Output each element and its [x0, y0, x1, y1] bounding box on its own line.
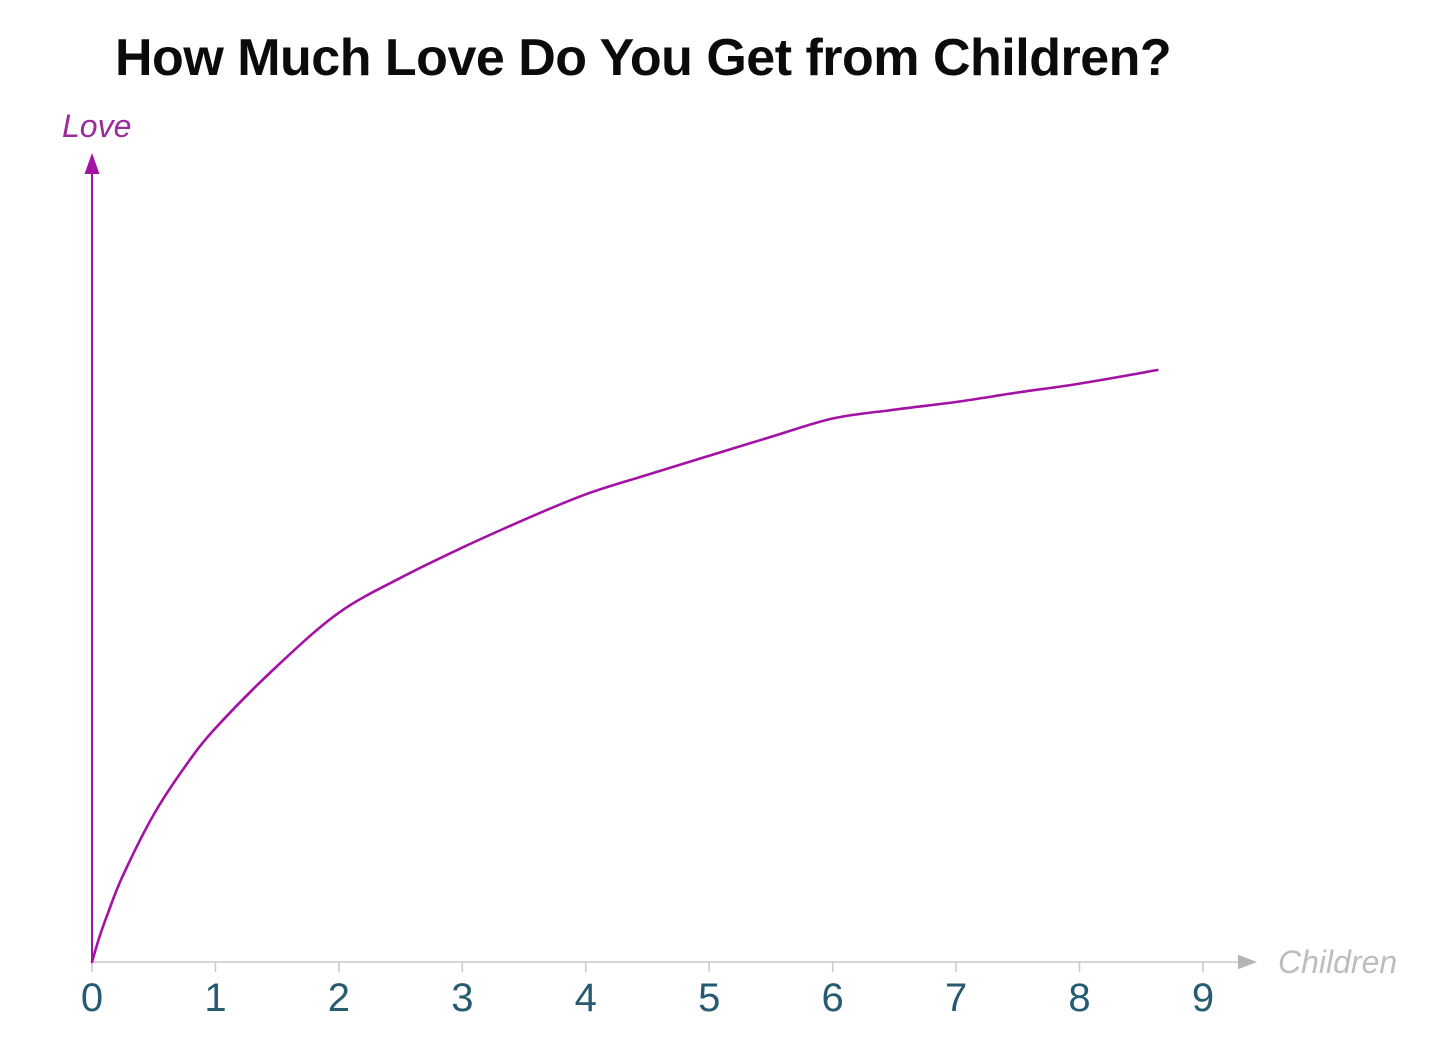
x-tick-label: 5	[698, 976, 721, 1020]
chart-title: How Much Love Do You Get from Children?	[115, 29, 1172, 87]
x-tick-label: 8	[1068, 976, 1091, 1020]
x-tick-label: 9	[1191, 976, 1215, 1020]
x-tick-label: 3	[451, 976, 474, 1020]
x-tick-label: 7	[944, 976, 968, 1020]
x-axis-arrow-icon	[1238, 954, 1257, 970]
x-tick-label: 2	[327, 976, 350, 1020]
x-tick-label: 4	[574, 976, 597, 1020]
y-axis-label: Love	[62, 108, 132, 144]
x-tick-label: 0	[80, 976, 104, 1020]
x-tick-label: 6	[821, 976, 844, 1020]
y-axis-arrow-icon	[84, 153, 100, 174]
love-curve	[90, 368, 1159, 964]
x-axis-label: Children	[1278, 944, 1398, 980]
x-tick-label: 1	[204, 976, 227, 1020]
